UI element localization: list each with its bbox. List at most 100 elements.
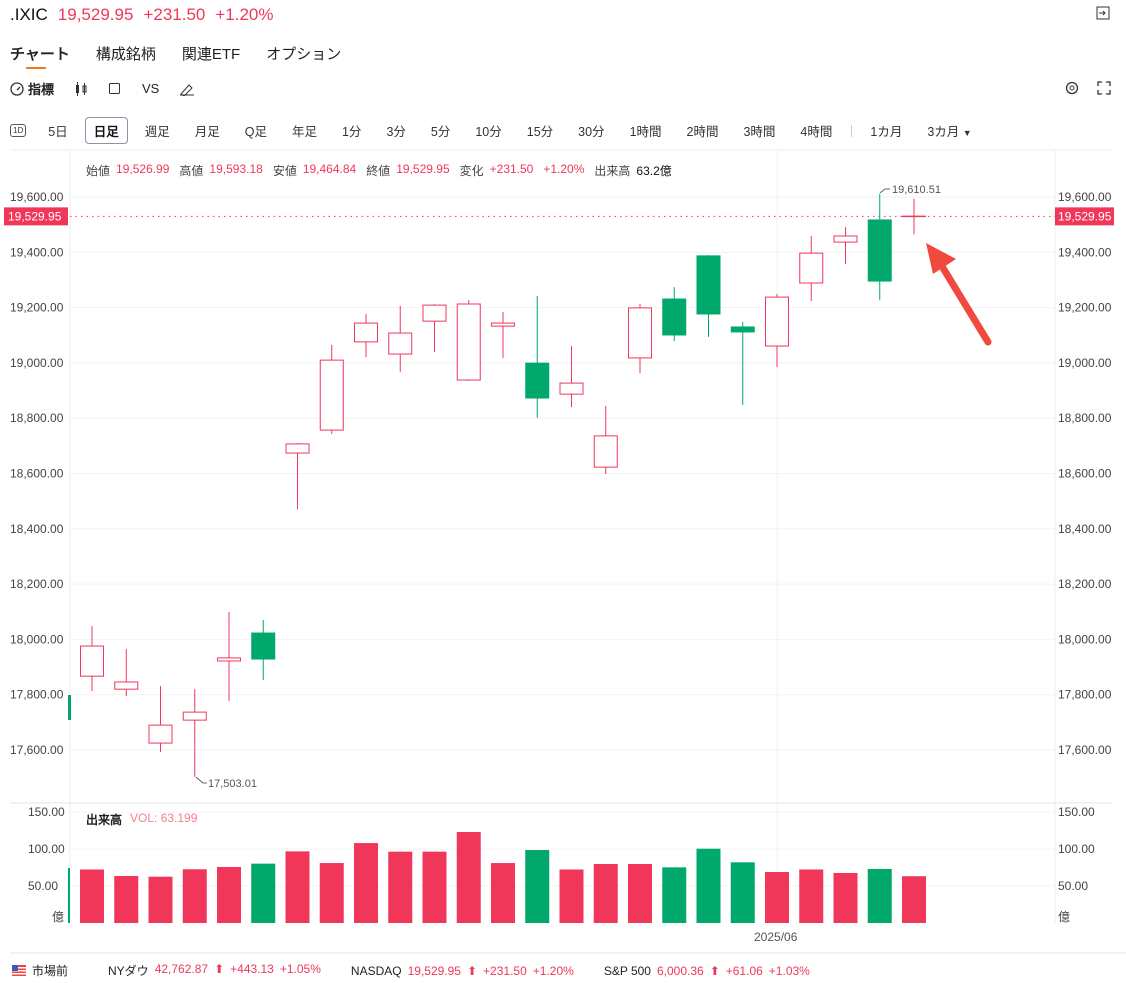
period-1m[interactable]: 1分	[341, 125, 362, 139]
volume-bar	[491, 863, 515, 923]
period-4h[interactable]: 4時間	[800, 125, 833, 139]
candle-body	[867, 219, 892, 282]
price-tick-right: 17,600.00	[1058, 743, 1112, 757]
vol-unit-right: 億	[1058, 910, 1070, 924]
tab-options[interactable]: オプション	[266, 46, 342, 63]
candle-body	[388, 332, 413, 355]
volume-bar	[730, 862, 755, 923]
period-yearly[interactable]: 年足	[291, 125, 317, 139]
1d-icon[interactable]: 1D	[10, 124, 27, 137]
annotation-arrow-shaft	[936, 259, 992, 346]
current-price-tag-left	[4, 207, 68, 226]
candlestick-icon[interactable]	[74, 81, 88, 96]
settings-icon[interactable]	[1065, 81, 1079, 98]
partial-candle	[68, 695, 71, 720]
price-tick-right: 19,200.00	[1058, 301, 1112, 315]
period-quarterly[interactable]: Q足	[244, 125, 267, 139]
candle-body	[730, 326, 755, 333]
volume-bar	[217, 866, 241, 923]
change-pct: +1.20%	[215, 5, 274, 24]
volume-bar	[696, 848, 721, 923]
symbol: .IXIC	[10, 5, 48, 24]
square-icon[interactable]	[108, 82, 122, 96]
price-tick-right: 18,600.00	[1058, 467, 1112, 481]
max-label: 19,610.51	[892, 184, 941, 196]
price-tick-left: 19,400.00	[10, 245, 64, 259]
volume-bar	[319, 863, 344, 923]
exit-icon[interactable]	[1096, 6, 1110, 23]
period-10m[interactable]: 10分	[475, 125, 502, 139]
volume-legend: 出来高 VOL: 63.199	[86, 811, 198, 827]
vol-tick-left: 150.00	[28, 805, 65, 819]
volume-bar	[251, 863, 276, 923]
period-3h[interactable]: 3時間	[743, 125, 776, 139]
price-tick-left: 17,800.00	[10, 688, 64, 702]
quote-header: .IXIC 19,529.95 +231.50 +1.20%	[10, 5, 274, 25]
price-tick-left: 19,600.00	[10, 190, 64, 204]
candle-body	[593, 435, 618, 468]
tab-bar: チャート 構成銘柄 関連ETF オプション	[10, 43, 342, 69]
period-15m[interactable]: 15分	[526, 125, 554, 139]
ticker-dow[interactable]: NYダウ 42,762.87 ⬆ +443.13 +1.05%	[108, 962, 321, 978]
volume-bar	[80, 869, 104, 923]
price-tick-left: 18,600.00	[10, 467, 64, 481]
volume-bar	[354, 843, 378, 923]
period-3m[interactable]: 3分	[386, 125, 406, 139]
candle-body	[182, 711, 207, 721]
x-tick-label: 2025/06	[754, 930, 798, 944]
candle-body	[251, 632, 276, 660]
candle-body	[148, 724, 173, 744]
candle-body	[354, 322, 378, 343]
current-price-label-left: 19,529.95	[8, 209, 62, 223]
period-monthly[interactable]: 月足	[194, 125, 220, 139]
range-3month[interactable]: 3カ月 ▼	[927, 125, 972, 139]
candle-body	[80, 645, 104, 677]
volume-bar	[662, 867, 687, 923]
candle-body	[285, 443, 310, 454]
ticker-nasdaq[interactable]: NASDAQ 19,529.95 ⬆ +231.50 +1.20%	[350, 963, 574, 978]
candle-body	[833, 235, 858, 243]
price-tick-left: 18,000.00	[10, 632, 64, 646]
volume-bar	[114, 876, 139, 923]
vs-button[interactable]: VS	[142, 81, 160, 96]
volume-bar	[833, 872, 858, 923]
candle-body	[217, 657, 241, 662]
period-5m[interactable]: 5分	[430, 125, 451, 139]
period-daily[interactable]: 日足	[84, 117, 128, 144]
period-2h[interactable]: 2時間	[686, 125, 719, 139]
draw-icon[interactable]	[179, 82, 195, 96]
candle-body	[319, 359, 344, 431]
volume-bar	[525, 850, 550, 923]
tab-chart[interactable]: チャート	[10, 43, 70, 69]
max-leader	[879, 188, 890, 194]
price-tick-left: 18,200.00	[10, 577, 64, 591]
fullscreen-icon[interactable]	[1097, 81, 1111, 98]
price-tick-left: 18,800.00	[10, 411, 64, 425]
candle-body	[662, 298, 687, 336]
candle-body	[628, 307, 652, 359]
vol-tick-left: 100.00	[28, 842, 65, 856]
price-tick-left: 18,400.00	[10, 522, 64, 536]
gauge-icon	[10, 81, 24, 96]
period-30m[interactable]: 30分	[578, 125, 605, 139]
current-price-label-right: 19,529.95	[1058, 209, 1112, 223]
candle-body	[765, 296, 789, 347]
volume-bar	[628, 864, 652, 923]
indicator-button[interactable]: 指標	[10, 79, 54, 98]
volume-bar	[902, 876, 926, 923]
period-5d[interactable]: 5日	[48, 125, 68, 139]
range-1month[interactable]: 1カ月	[870, 125, 903, 139]
volume-bar	[456, 831, 481, 923]
ohlc-legend: 始値 19,526.99 高値 19,593.18 安値 19,464.84 終値 19…	[86, 162, 672, 178]
tab-etf[interactable]: 関連ETF	[181, 46, 241, 63]
tab-components[interactable]: 構成銘柄	[95, 46, 156, 63]
ticker-sp500[interactable]: S&P 500 6,000.36 ⬆ +61.06 +1.03%	[603, 963, 810, 978]
candle-body	[422, 304, 447, 322]
vol-tick-right: 100.00	[1058, 842, 1095, 856]
chart-toolbar: 指標 VS	[10, 79, 195, 98]
volume-bar	[765, 872, 789, 923]
period-weekly[interactable]: 週足	[144, 125, 170, 139]
price-tick-right: 17,800.00	[1058, 688, 1112, 702]
period-1h[interactable]: 1時間	[629, 125, 662, 139]
